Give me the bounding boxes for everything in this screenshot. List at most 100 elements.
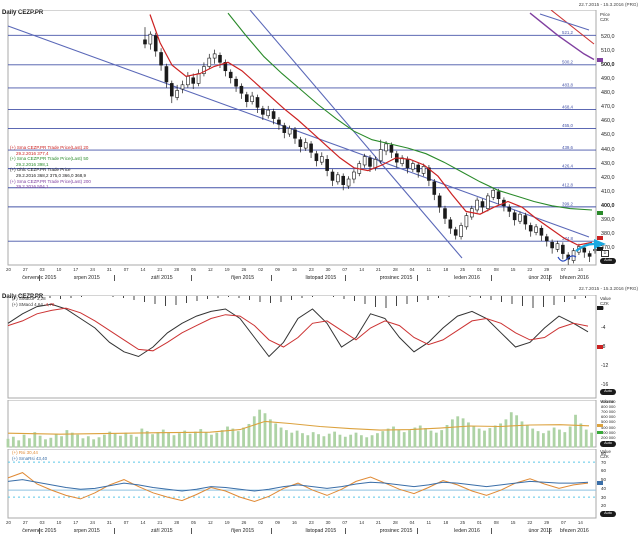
legend-item[interactable]: (+) Sma CEZP.PR Trade Price(Last) 20 xyxy=(10,145,89,150)
rsi-series-smarsi[interactable] xyxy=(7,479,589,492)
volume-bar xyxy=(151,434,154,448)
day-label: 05 xyxy=(191,267,196,272)
volume-bar xyxy=(172,435,176,448)
horizontal-level-label: 483,8 xyxy=(562,83,574,88)
auto-scale-button[interactable]: Auto xyxy=(600,441,616,447)
volume-bar xyxy=(472,426,476,448)
chart-title-bottom-label: Daily CEZP.PR xyxy=(2,294,44,300)
day-label: 07 xyxy=(123,520,129,525)
day-label: 07 xyxy=(342,520,348,525)
candle-body xyxy=(143,39,147,45)
xaxis-top: 20 27 03 10 17 24 31 07 14 21 28 05 12 19 26 02 09 16 23 30… xyxy=(0,266,640,285)
auto-scale-button[interactable]: Auto xyxy=(600,511,616,517)
candle-body xyxy=(587,253,592,257)
volume-bar xyxy=(199,429,203,448)
candle-body xyxy=(534,226,538,233)
volume-bar xyxy=(483,430,486,448)
candle-body xyxy=(362,156,367,166)
scribble-annotation[interactable] xyxy=(557,255,577,262)
day-label: 22 xyxy=(527,520,533,525)
sma50-line[interactable] xyxy=(227,12,593,211)
day-label: 14 xyxy=(140,520,146,525)
horizontal-level-label: 521,2 xyxy=(562,30,574,35)
axis-title: Value xyxy=(600,449,611,454)
day-label: 15 xyxy=(510,520,516,525)
volume-bar xyxy=(252,416,256,448)
macd-series-macdf[interactable] xyxy=(7,303,589,358)
sma20-line[interactable] xyxy=(149,14,593,246)
date-range-top: 22.7.2015 - 15.3.2016 (PRG) xyxy=(578,2,638,7)
horizontal-level-label: 426,4 xyxy=(562,163,574,168)
month-separator xyxy=(113,275,115,281)
day-label: 07 xyxy=(123,267,129,272)
month-label: červenec 2015 xyxy=(22,528,57,534)
day-label: 02 xyxy=(258,267,264,272)
month-separator xyxy=(39,275,41,281)
volume-bar xyxy=(509,412,513,448)
volume-bar xyxy=(343,436,347,448)
current-value-marker xyxy=(597,305,603,310)
month-label: únor 2016 xyxy=(528,275,552,281)
candle-body xyxy=(491,189,496,198)
volume-bar xyxy=(558,429,561,448)
volume-bar xyxy=(28,438,31,448)
volume-bar xyxy=(11,436,15,448)
day-label: 04 xyxy=(409,267,415,272)
month-label: červenec 2015 xyxy=(22,275,57,281)
horizontal-level-label: 455,0 xyxy=(562,123,574,128)
macd-series-macd[interactable] xyxy=(7,307,589,352)
day-label: 31 xyxy=(106,520,112,525)
day-label: 07 xyxy=(561,267,566,272)
legend-item[interactable]: (+) SMacd 4,64 -4,79 xyxy=(12,302,54,308)
candle-body xyxy=(159,52,163,66)
volume-bar xyxy=(354,432,358,448)
legend-item[interactable]: (+) SMacdF 3,28 xyxy=(12,296,46,302)
candle-body xyxy=(582,247,587,253)
candle-body xyxy=(544,236,549,242)
volume-bar xyxy=(424,428,428,448)
day-label: 11 xyxy=(426,267,432,272)
candle-body xyxy=(368,157,372,167)
volume-sma-line[interactable] xyxy=(7,420,590,435)
day-label: 03 xyxy=(39,267,45,272)
candle-body xyxy=(486,195,490,209)
volume-bar xyxy=(65,430,69,448)
day-label: 12 xyxy=(207,267,213,272)
candle-body xyxy=(298,139,303,147)
rsi-series-rsi[interactable] xyxy=(7,472,589,503)
legend-item[interactable]: (+) Sma CEZP.PR Trade Price(Last) 50 xyxy=(10,156,89,162)
volume-bar xyxy=(231,428,235,448)
trendline[interactable] xyxy=(249,10,463,259)
day-label: 21 xyxy=(376,267,381,272)
month-separator xyxy=(191,528,193,534)
volume-bar xyxy=(268,419,272,448)
candle-body xyxy=(250,95,254,102)
candle-body xyxy=(550,242,554,249)
volume-tick-label: 800 000 xyxy=(601,404,616,410)
legend-item[interactable]: (+) Rsi 30,44 xyxy=(12,450,38,455)
candle-body xyxy=(239,85,244,94)
candle-body xyxy=(282,125,287,133)
arrow-annotation-head[interactable] xyxy=(594,239,606,249)
candle-body xyxy=(496,191,501,200)
trendline[interactable] xyxy=(550,10,595,45)
candle-body xyxy=(341,175,346,185)
horizontal-level-label: 500,2 xyxy=(562,60,574,65)
auto-scale-button[interactable]: Auto xyxy=(600,258,616,264)
axis-title: CZK xyxy=(600,17,609,22)
price-tick-label: 370,0 xyxy=(601,244,615,251)
sma200-line[interactable] xyxy=(529,12,595,61)
day-label: 15 xyxy=(510,267,516,272)
day-label: 12 xyxy=(207,520,213,525)
legend-item[interactable]: (+) Ohlc CEZP.PR Trade Price xyxy=(10,167,71,173)
candle-body xyxy=(459,225,463,237)
auto-scale-button[interactable]: Auto xyxy=(600,389,616,395)
trendline[interactable] xyxy=(7,25,590,238)
period-badge[interactable]: D xyxy=(601,250,609,257)
candle-body xyxy=(325,159,329,171)
trendline[interactable] xyxy=(539,13,590,31)
candle-body xyxy=(244,94,249,102)
legend-item[interactable]: (+) SmaRsi 43,40 xyxy=(12,455,48,461)
legend-item[interactable]: (+) Sma CEZP.PR Trade Price(Last) 200 xyxy=(10,178,91,184)
